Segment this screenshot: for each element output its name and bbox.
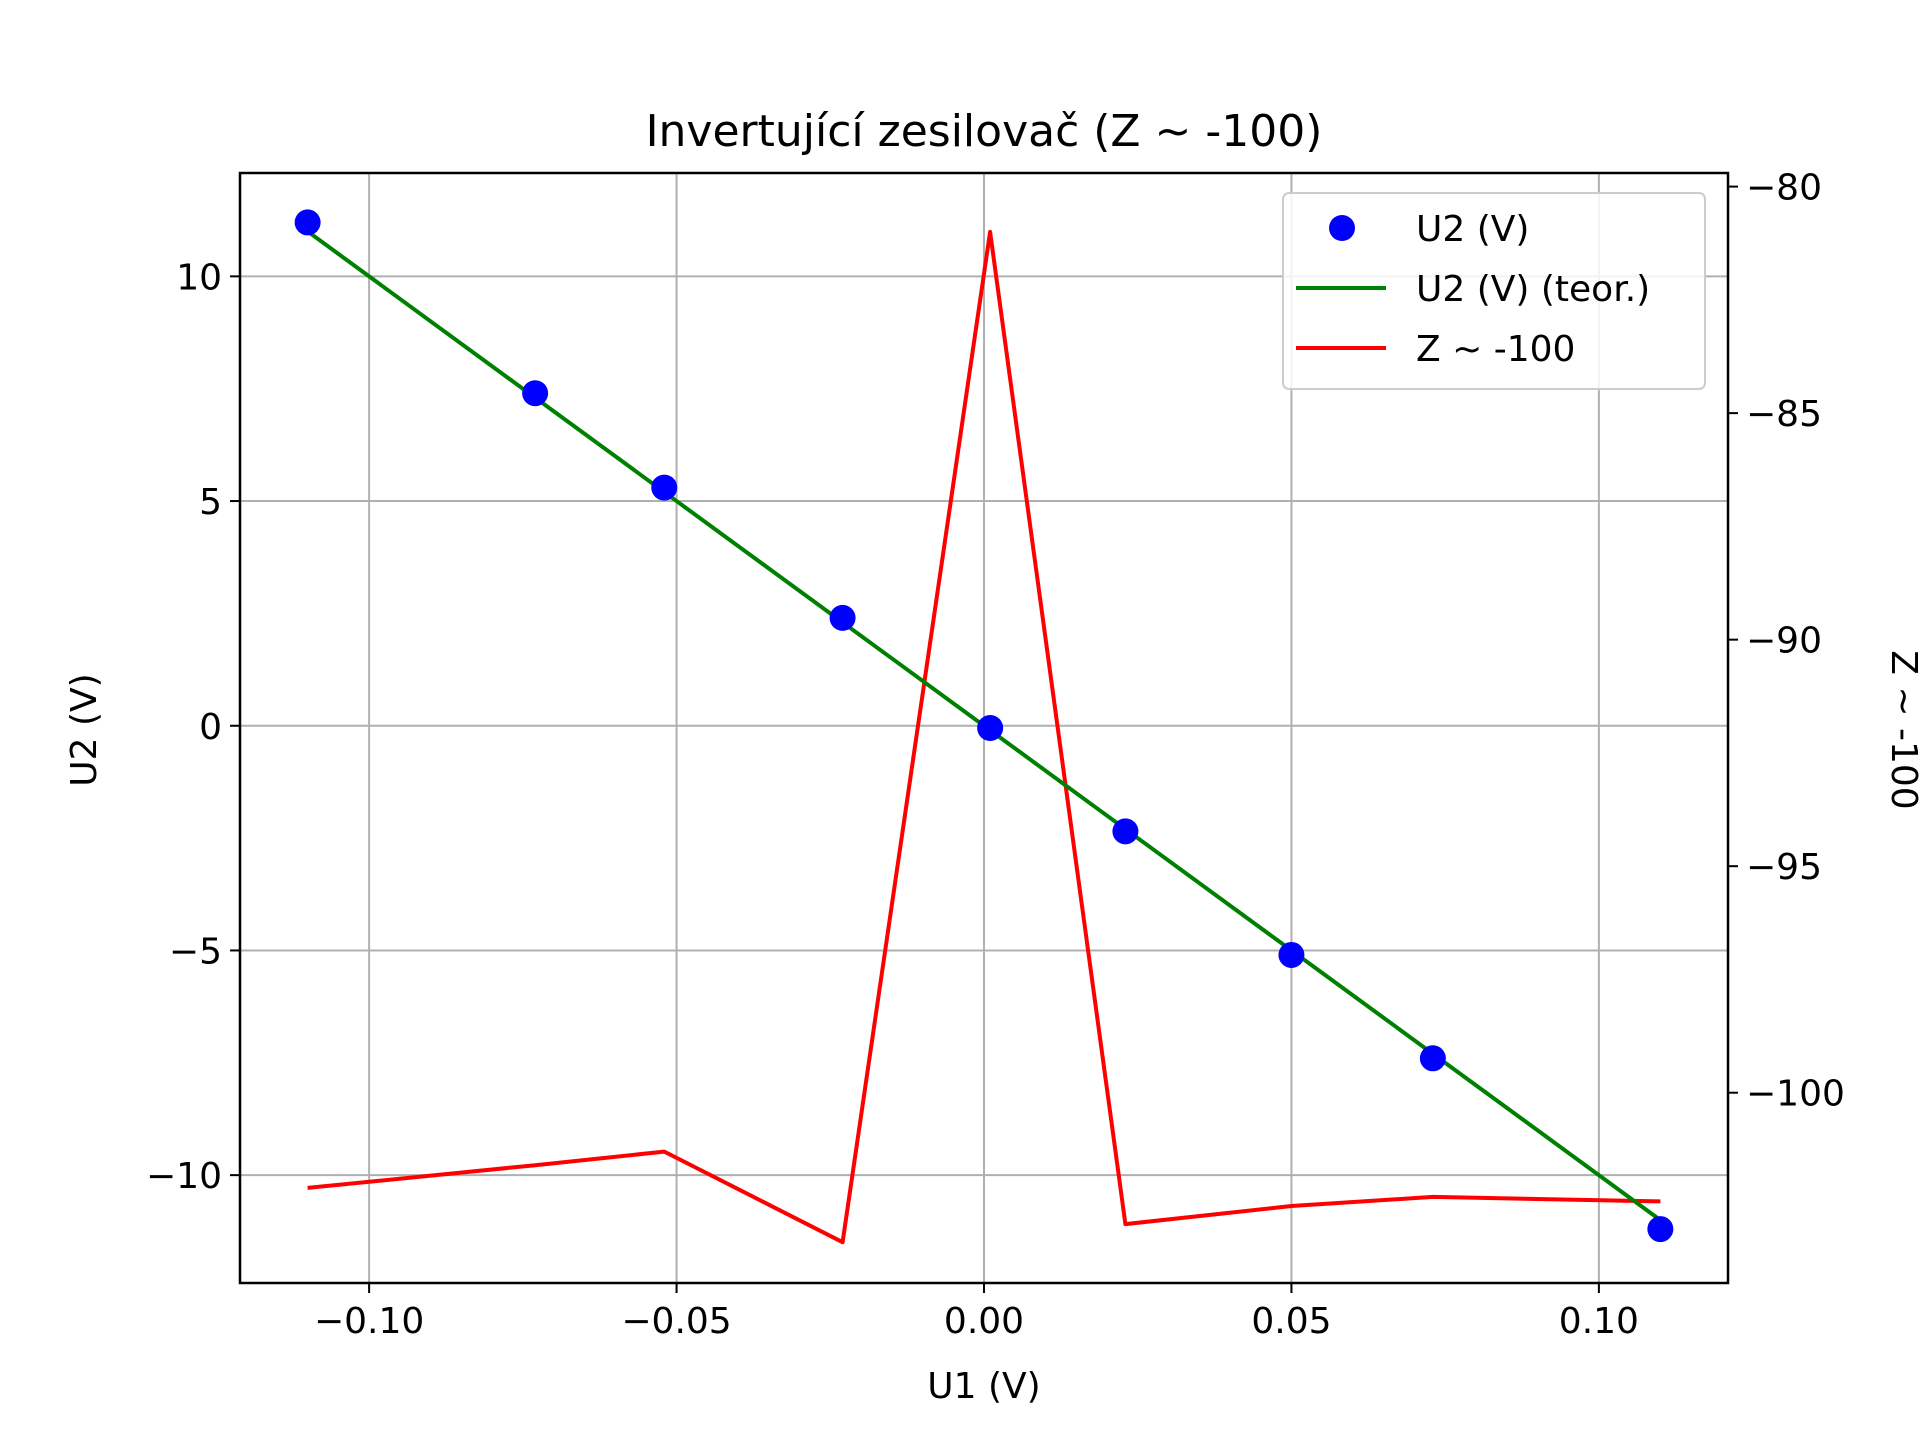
x-tick-label: 0.00 [944,1301,1024,1342]
y-tick-label: −5 [169,931,222,972]
x-axis-label: U1 (V) [927,1366,1040,1407]
data-point-u2 [651,474,678,501]
y2-tick-label: −80 [1746,168,1822,209]
y-tick-label: 10 [176,257,222,298]
legend-box [1282,192,1706,390]
legend-marker-u2 [1329,215,1355,241]
data-point-u2 [522,380,549,407]
y-tick-label: 5 [199,482,222,523]
y-tick-label: 0 [199,707,222,748]
y2-axis-label: Z ~ -100 [1883,650,1920,809]
data-point-u2 [1112,818,1139,845]
legend: U2 (V) U2 (V) (teor.) Z ~ -100 [1282,192,1706,390]
series-line-z [307,229,1661,1245]
legend-label-z: Z ~ -100 [1416,329,1575,370]
chart-title: Invertující zesilovač (Z ~ -100) [646,106,1323,157]
data-point-u2 [829,604,856,631]
y-tick-label: −10 [146,1156,222,1197]
y2-tick-label: −100 [1746,1074,1845,1115]
data-point-u2 [294,209,321,236]
y2-tick-label: −85 [1746,394,1822,435]
data-point-u2 [977,715,1004,741]
x-tick-label: −0.10 [314,1301,424,1342]
x-tick-label: 0.05 [1251,1301,1331,1342]
y2-axis-ticks: −100 −95 −90 −85 −80 [1728,168,1845,1115]
legend-label-u2: U2 (V) [1416,209,1529,250]
x-tick-label: −0.05 [621,1301,731,1342]
legend-label-u2-teor: U2 (V) (teor.) [1416,269,1650,310]
y-axis-ticks: −10 −5 0 5 10 [146,257,240,1197]
y2-tick-label: −90 [1746,621,1822,662]
series-layer [294,209,1674,1245]
x-tick-label: 0.10 [1559,1301,1639,1342]
data-point-u2 [1647,1216,1674,1243]
y-axis-label: U2 (V) [64,673,105,786]
data-point-u2 [1278,941,1305,968]
y2-tick-label: −95 [1746,847,1822,888]
x-axis-ticks: −0.10 −0.05 0.00 0.05 0.10 [314,1283,1639,1342]
data-point-u2 [1419,1045,1446,1072]
